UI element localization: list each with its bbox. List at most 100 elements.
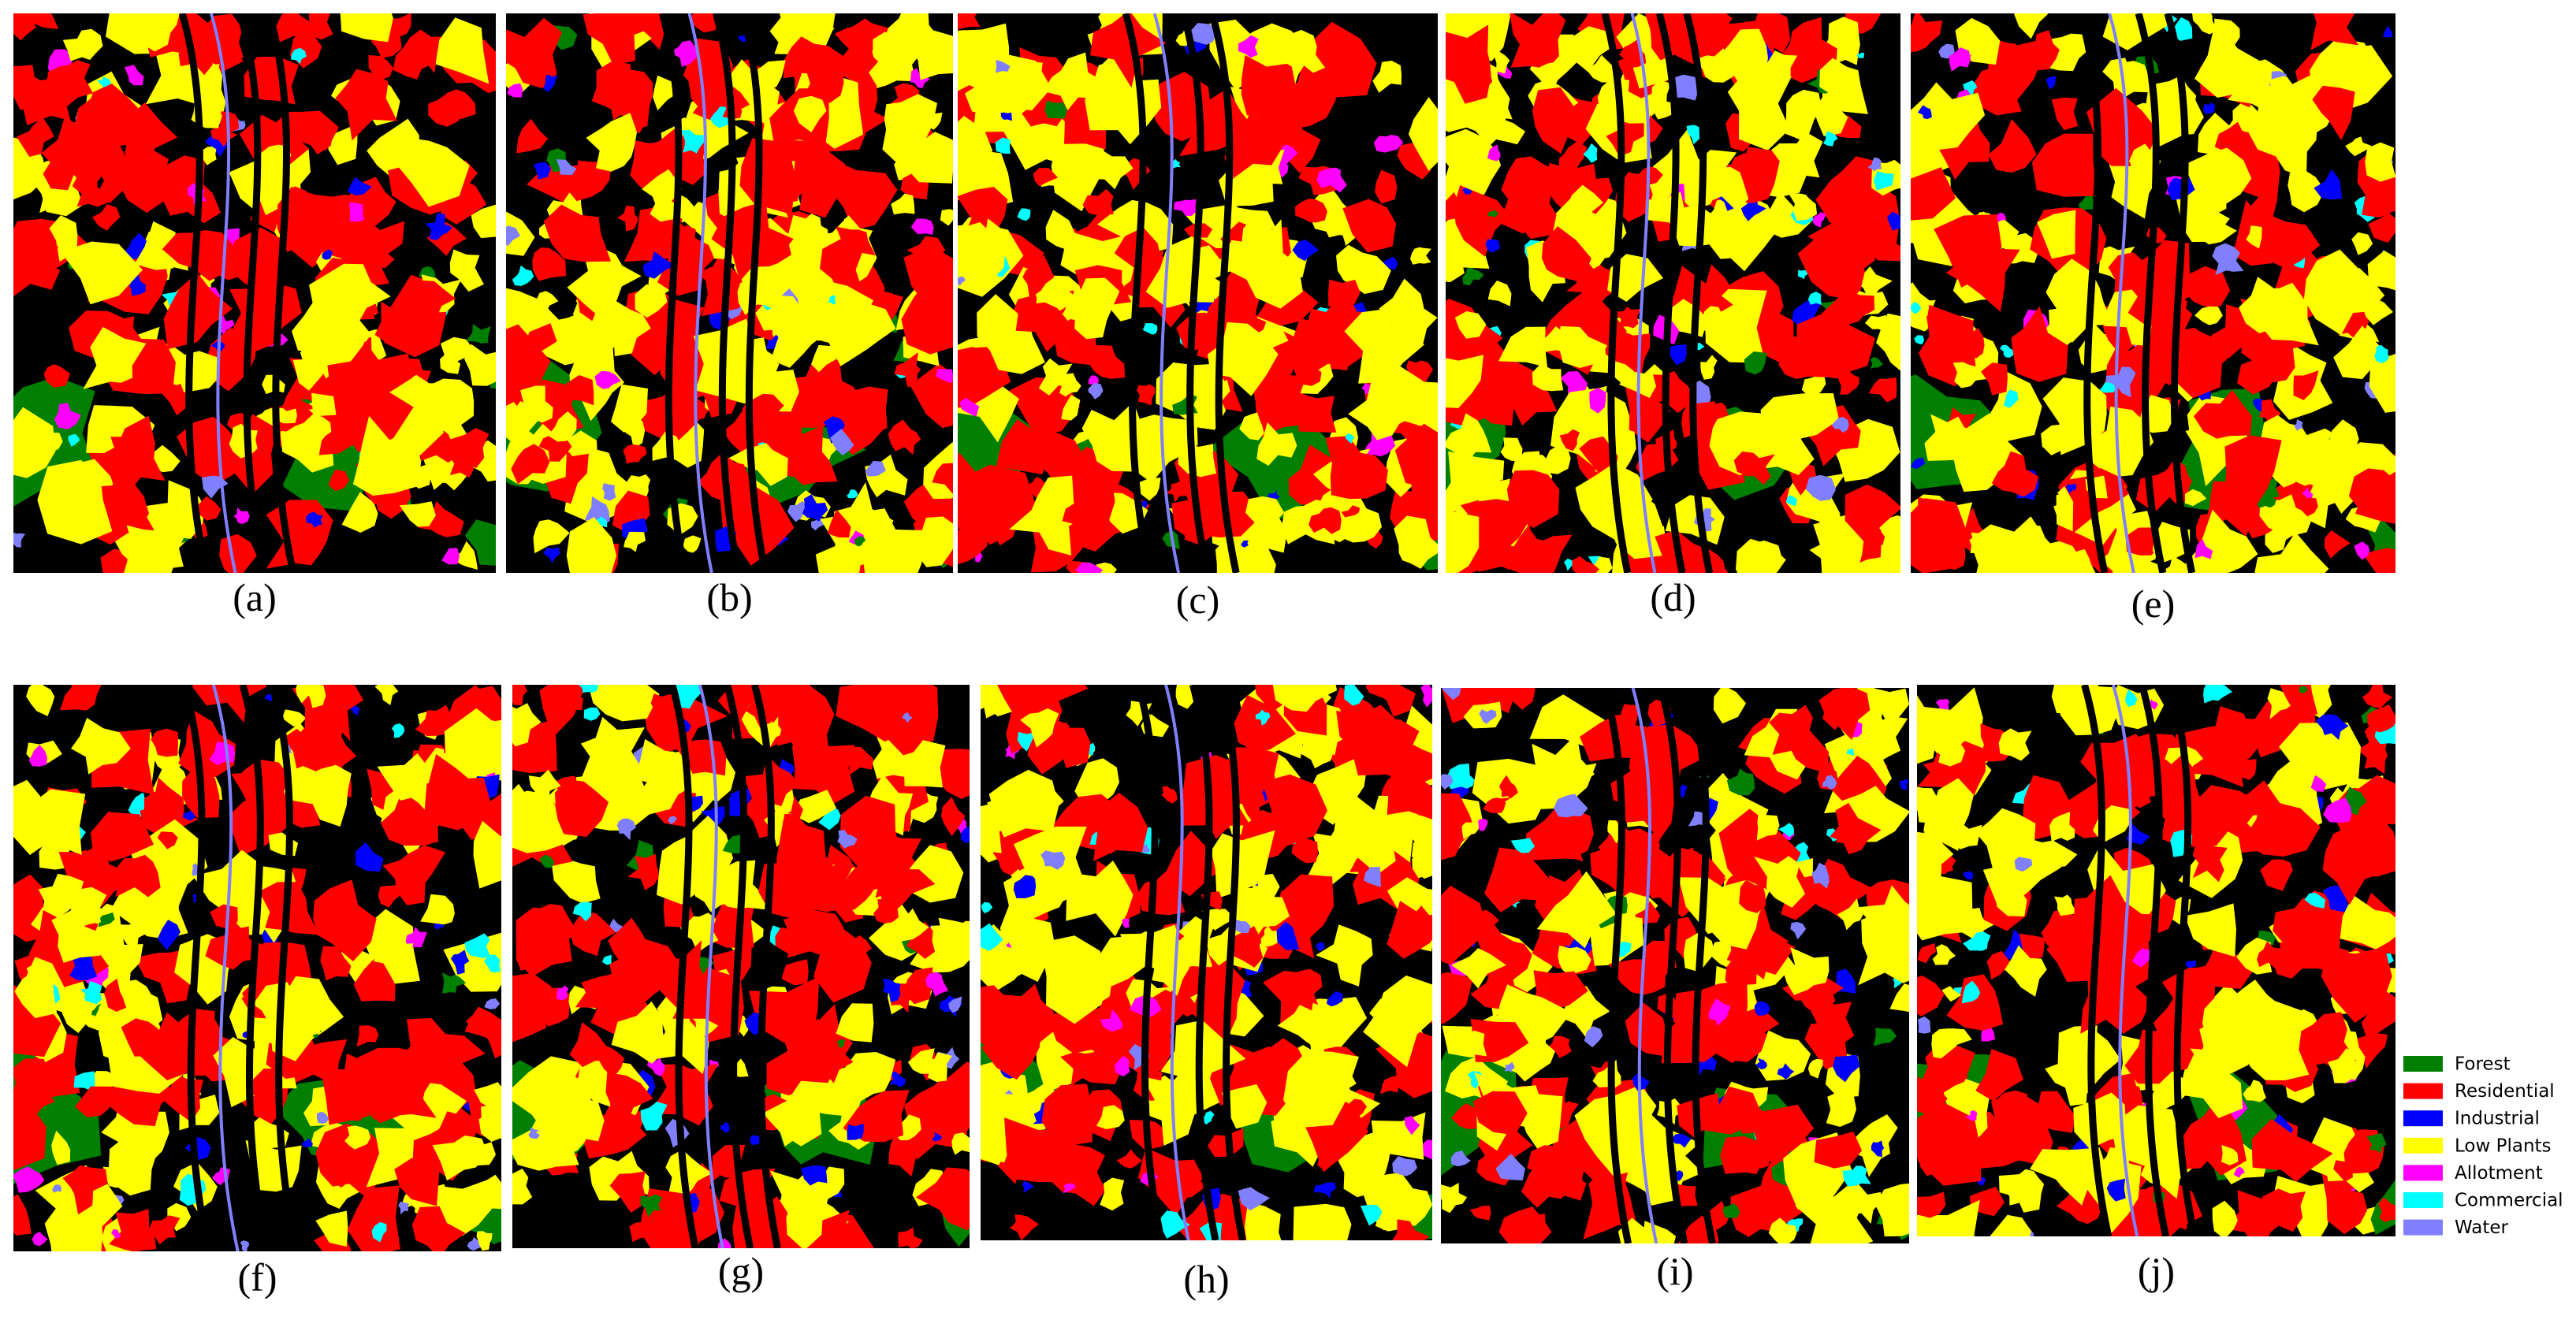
- map-region: [2362, 296, 2393, 325]
- map-region: [1062, 503, 1089, 526]
- map-region: [532, 247, 566, 281]
- map-region: [557, 985, 569, 1001]
- map-region: [335, 69, 397, 141]
- map-region: [958, 524, 988, 565]
- map-region: [60, 685, 102, 711]
- map-region: [1476, 818, 1488, 831]
- map-region: [1815, 156, 1881, 231]
- map-region: [1532, 363, 1564, 392]
- map-region: [1819, 58, 1849, 96]
- map-region: [1975, 808, 2036, 874]
- map-region: [2185, 509, 2258, 573]
- map-region: [1932, 944, 1956, 965]
- map-region: [2358, 738, 2388, 775]
- map-region: [959, 397, 980, 417]
- map-region: [1038, 358, 1074, 396]
- map-region: [1461, 821, 1479, 840]
- map-region: [1647, 370, 1692, 414]
- map-region: [371, 1221, 387, 1243]
- map-region: [940, 209, 953, 226]
- map-region: [787, 500, 810, 522]
- map-road: [2164, 13, 2196, 573]
- map-region: [693, 318, 780, 404]
- map-region: [450, 950, 470, 975]
- map-region: [1713, 688, 1747, 724]
- map-region: [1981, 362, 2008, 396]
- map-road: [751, 685, 781, 1248]
- map-road: [2081, 685, 2113, 1236]
- map-region: [506, 225, 521, 246]
- map-region: [1797, 269, 1808, 280]
- map-region: [995, 137, 1011, 154]
- map-region: [1089, 792, 1148, 861]
- map-region: [1093, 150, 1134, 190]
- map-region: [2256, 488, 2276, 508]
- map-region: [1558, 325, 1608, 368]
- map-region: [818, 807, 841, 831]
- map-road: [211, 685, 240, 1251]
- map-region: [1867, 157, 1882, 172]
- map-region: [1392, 1156, 1417, 1176]
- map-road: [178, 13, 210, 573]
- map-region: [1224, 125, 1282, 180]
- legend-label: Industrial: [2455, 1109, 2540, 1129]
- map-region: [543, 547, 560, 563]
- map-road: [668, 685, 699, 1248]
- map-region: [681, 130, 705, 154]
- map-region: [2086, 87, 2158, 161]
- map-region: [1472, 1091, 1528, 1136]
- map-region: [282, 709, 307, 727]
- map-region: [1867, 688, 1909, 727]
- map-region: [1022, 255, 1055, 299]
- panel-label: (i): [1656, 1249, 1693, 1293]
- map-region: [199, 496, 221, 521]
- map-region: [1607, 254, 1663, 302]
- map-region: [2322, 885, 2349, 914]
- map-region: [1813, 96, 1848, 136]
- map-region: [2233, 1166, 2245, 1178]
- map-region: [781, 959, 809, 986]
- map-region: [2135, 464, 2180, 513]
- map-region: [567, 247, 642, 318]
- panel-label: (e): [2131, 582, 2176, 626]
- map-region: [461, 793, 501, 840]
- map-region: [2305, 436, 2365, 501]
- map-region: [2294, 419, 2303, 431]
- map-region: [1963, 931, 1991, 951]
- map-region: [1707, 193, 1779, 272]
- map-region: [2368, 211, 2395, 243]
- map-region: [512, 265, 534, 286]
- map-region: [882, 13, 940, 70]
- map-region: [1100, 1009, 1123, 1032]
- map-region: [2192, 13, 2218, 35]
- map-region: [1572, 556, 1599, 573]
- map-region: [602, 483, 616, 501]
- map-region: [1476, 474, 1510, 502]
- map-region: [1233, 919, 1251, 934]
- map-region: [2236, 937, 2273, 975]
- map-region: [728, 443, 788, 486]
- map-region: [54, 403, 81, 429]
- map-region: [797, 269, 874, 341]
- map-region: [907, 1048, 935, 1074]
- map-region: [2184, 903, 2236, 957]
- map-region: [43, 364, 70, 388]
- map-region: [1949, 47, 1971, 72]
- map-region: [1991, 451, 2039, 497]
- map-region: [242, 759, 292, 813]
- map-region: [68, 433, 80, 447]
- map-region: [321, 1068, 378, 1125]
- map-region: [1446, 413, 1492, 466]
- map-region: [445, 89, 476, 121]
- map-region: [44, 1203, 103, 1251]
- map-region: [1140, 844, 1150, 853]
- map-region: [1446, 24, 1491, 104]
- map-region: [1726, 768, 1755, 796]
- map-region: [653, 75, 678, 111]
- panel-label: (a): [233, 575, 277, 619]
- map-region: [1938, 734, 1966, 767]
- legend-swatch: [2403, 1110, 2443, 1127]
- map-region: [854, 536, 866, 547]
- map-road: [236, 13, 268, 573]
- map-region: [2383, 25, 2393, 38]
